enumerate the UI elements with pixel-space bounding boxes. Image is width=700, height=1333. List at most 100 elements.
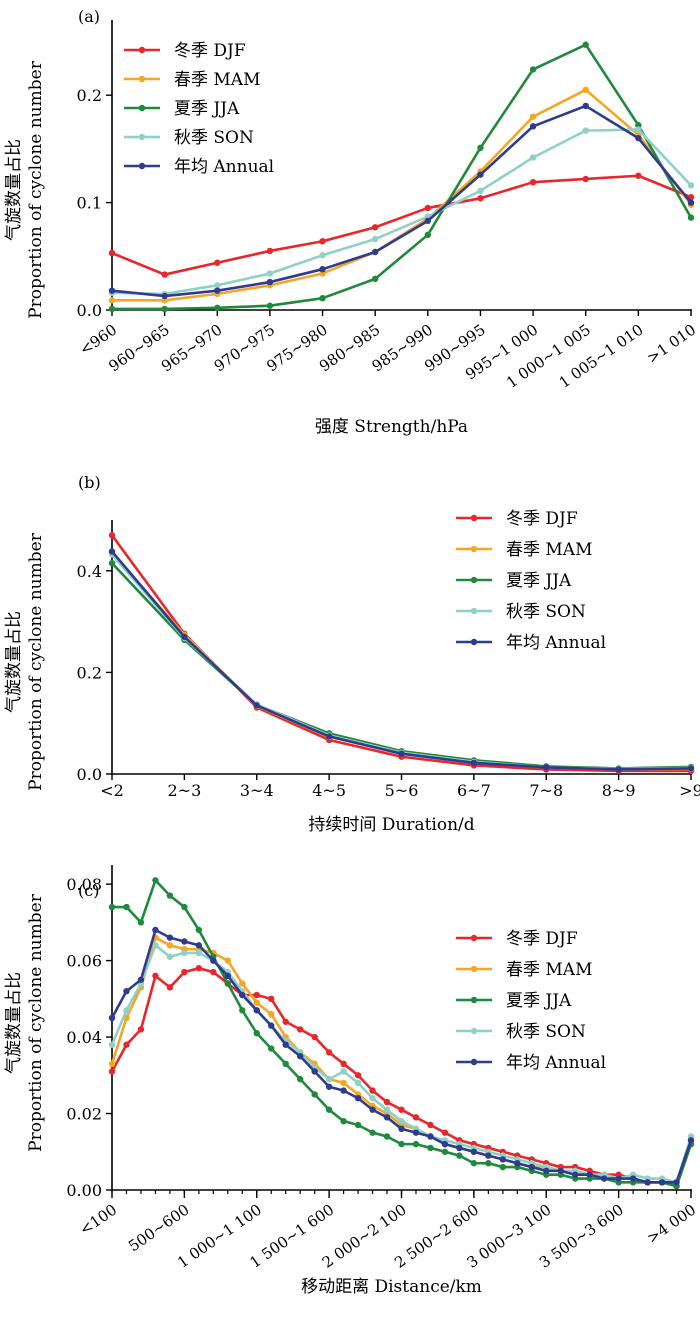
data-point [398,750,405,757]
x-tick-label: 4~5 [312,781,346,800]
series-line-son [111,553,692,771]
series-line-jja [112,43,693,311]
data-point [485,1152,492,1159]
data-point [687,182,695,189]
data-point [456,1144,463,1152]
data-point [371,248,379,256]
data-point [311,1033,318,1041]
chart-panel-2: (b) 0.0 0.2 0.4 <2 2~3 3~4 4~5 5~6 6~7 7~8 8~9 >9 持续时… [4,473,700,835]
legend-marker [470,514,478,522]
data-point [424,231,432,239]
data-point [325,1106,333,1113]
data-point [166,934,174,941]
data-point [687,765,695,772]
data-point [325,1049,333,1056]
data-point [195,965,203,972]
data-point [137,1026,145,1033]
y-axis-label-cn: 气旋数量占比 [4,611,24,713]
legend-marker [138,162,146,170]
data-point [354,1095,362,1102]
legend-marker [138,133,146,141]
legend-marker [470,576,478,584]
data-point [371,235,379,243]
data-point [253,702,260,709]
data-point [195,926,203,934]
series-mam [108,934,695,1186]
y-tick-label: 0.0 [77,301,102,320]
data-point [152,926,159,934]
data-point [181,968,188,976]
data-point [224,980,231,987]
data-point [268,995,275,1003]
data-point [529,66,537,73]
x-axis-label: 强度 Strength/hPa [315,417,468,437]
data-point [340,1060,347,1068]
data-point [383,1114,391,1121]
legend-entry: 年均 Annual [506,1053,606,1073]
x-tick-label: 8~9 [602,781,636,800]
data-point [529,113,537,120]
data-point [340,1117,347,1125]
data-point [354,1121,362,1129]
legend-marker [138,46,146,54]
x-tick-label: 5~6 [385,781,419,800]
x-tick-label: <960 [76,321,120,359]
series-annual [108,102,695,300]
data-point [427,1121,434,1129]
data-point [529,154,537,161]
data-point [687,199,695,206]
data-point [108,548,116,555]
data-point [319,252,326,259]
legend-entry: 春季 MAM [506,540,593,560]
x-tick-label: <100 [76,1201,120,1239]
legend-marker [470,1058,478,1066]
data-point [266,270,274,277]
data-point [253,999,260,1006]
data-point [514,1160,521,1167]
data-point [282,1041,289,1048]
data-point [369,1129,376,1136]
legend-entry: 春季 MAM [506,960,593,980]
data-point [600,1175,608,1182]
legend-marker [470,545,478,553]
data-point [371,224,379,231]
series-son [108,551,695,773]
data-point [268,1010,275,1018]
legend-entry: 夏季 JJA [506,991,572,1011]
y-tick-label: 0.06 [66,952,102,971]
legend-entry: 秋季 SON [174,128,254,148]
data-point [687,1137,695,1144]
data-point [383,1133,391,1140]
legend-entry: 年均 Annual [174,157,274,177]
data-point [210,968,217,976]
data-point [296,1052,304,1060]
data-point [354,1072,362,1079]
data-point [398,1140,405,1148]
y-tick-label: 0.1 [77,194,102,213]
data-point [195,942,203,949]
data-point [412,1140,420,1148]
data-point [477,144,484,152]
data-point [582,175,589,183]
data-point [658,1179,666,1186]
data-point [470,1148,478,1155]
data-point [214,259,221,266]
legend-marker [470,934,478,942]
data-point [108,1060,116,1068]
y-axis-label: 气旋数量占比 Proportion of cyclone number [4,532,46,791]
data-point [108,287,116,294]
data-point [427,1144,434,1152]
data-point [311,1091,318,1098]
data-point [253,1030,260,1037]
data-point [572,1171,579,1178]
x-axis-label: 移动距离 Distance/km [301,1277,482,1297]
y-axis-label-cn: 气旋数量占比 [4,139,24,241]
legend-marker [138,75,146,83]
data-point [268,1045,275,1052]
data-point [319,238,326,245]
data-point [108,903,116,911]
data-point [166,942,174,949]
data-point [214,304,221,312]
legend-marker [470,638,478,646]
